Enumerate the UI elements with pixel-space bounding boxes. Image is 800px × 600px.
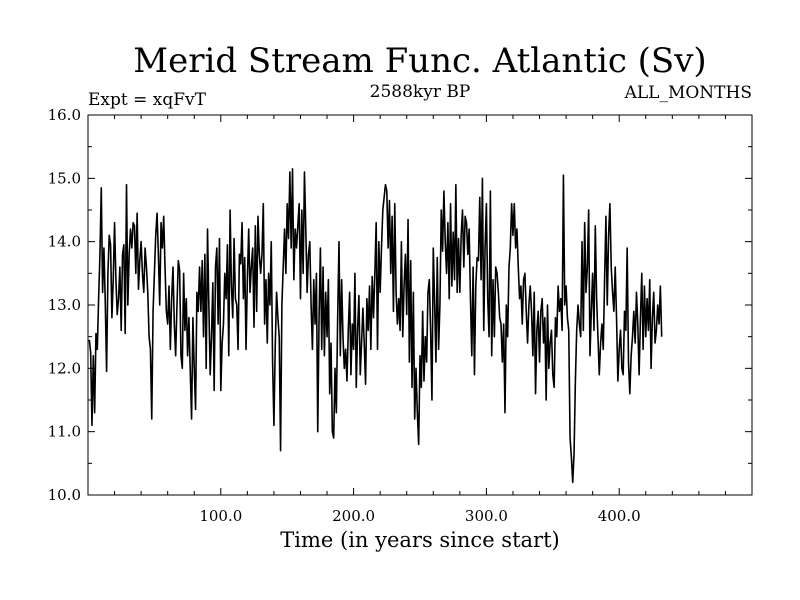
y-tick-label-4: 14.0 xyxy=(48,233,81,251)
y-tick-label-1: 11.0 xyxy=(48,423,81,441)
x-tick-label-3: 400.0 xyxy=(598,507,641,525)
x-tick-label-1: 200.0 xyxy=(332,507,375,525)
series-group xyxy=(88,168,663,484)
chart-title: Merid Stream Func. Atlantic (Sv) xyxy=(133,41,706,81)
x-tick-label-2: 300.0 xyxy=(465,507,508,525)
months-label: ALL_MONTHS xyxy=(624,83,752,103)
x-axis-label: Time (in years since start) xyxy=(280,528,559,552)
experiment-label: Expt = xqFvT xyxy=(88,90,207,110)
y-tick-label-6: 16.0 xyxy=(48,106,81,124)
y-tick-label-3: 13.0 xyxy=(48,296,81,314)
series-line-0 xyxy=(88,168,663,484)
x-tick-label-0: 100.0 xyxy=(199,507,242,525)
y-tick-label-5: 15.0 xyxy=(48,169,81,187)
y-tick-label-0: 10.0 xyxy=(48,486,81,504)
period-label: 2588kyr BP xyxy=(370,82,471,102)
y-tick-label-2: 12.0 xyxy=(48,359,81,377)
plot-frame xyxy=(87,114,753,496)
